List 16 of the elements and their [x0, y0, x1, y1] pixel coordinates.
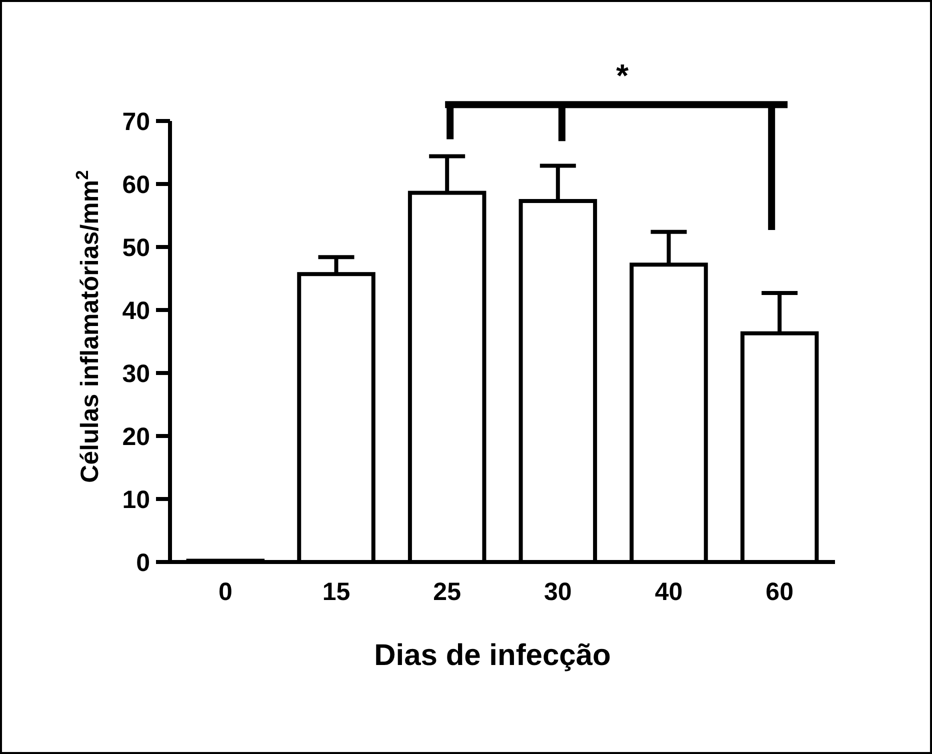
y-tick-label: 0: [136, 549, 150, 577]
y-tick-label: 10: [122, 486, 150, 514]
x-axis-title: Dias de infecção: [374, 639, 611, 672]
y-tick-label: 50: [122, 234, 150, 262]
x-tick-label: 25: [433, 578, 462, 606]
x-tick-label: 30: [544, 578, 572, 606]
y-tick-label: 40: [122, 297, 150, 325]
text: *: [616, 58, 630, 94]
y-tick-label: 20: [122, 423, 150, 451]
x-tick-label: 0: [218, 578, 232, 606]
x-tick-label: 15: [322, 578, 350, 606]
x-tick-label: 60: [766, 578, 794, 606]
y-tick-label: 30: [122, 360, 150, 388]
y-tick-label: 70: [122, 108, 150, 136]
x-tick-label: 40: [654, 578, 683, 606]
y-tick-label: 60: [122, 171, 150, 199]
